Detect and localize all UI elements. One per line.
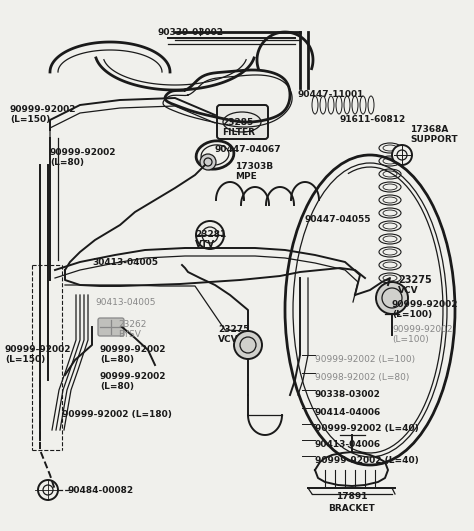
Text: 90999-92002: 90999-92002 <box>100 345 166 354</box>
Text: VTV: VTV <box>195 240 215 249</box>
Text: 90447-04055: 90447-04055 <box>305 215 372 224</box>
Text: 90447-04067: 90447-04067 <box>215 145 282 154</box>
Text: 23281: 23281 <box>195 230 226 239</box>
Text: 90999-92002: 90999-92002 <box>100 372 166 381</box>
Circle shape <box>376 282 408 314</box>
Text: (L=80): (L=80) <box>100 382 134 391</box>
Text: 23262: 23262 <box>118 320 146 329</box>
Text: 90998-92002 (L=80): 90998-92002 (L=80) <box>315 373 410 382</box>
Circle shape <box>38 480 58 500</box>
FancyBboxPatch shape <box>98 318 124 336</box>
Text: (L=80): (L=80) <box>50 158 84 167</box>
Text: 90999-92002 (L=40): 90999-92002 (L=40) <box>315 456 419 465</box>
Circle shape <box>392 145 412 165</box>
Text: (L=80): (L=80) <box>100 355 134 364</box>
Circle shape <box>200 154 216 170</box>
FancyBboxPatch shape <box>217 105 268 139</box>
Text: 90999-92002: 90999-92002 <box>392 300 458 309</box>
Text: 90999-92002: 90999-92002 <box>10 105 76 114</box>
Text: 90414-04006: 90414-04006 <box>315 408 381 417</box>
Text: 90484-00082: 90484-00082 <box>68 486 134 495</box>
Circle shape <box>234 331 262 359</box>
Text: 90999-92002 (L=100): 90999-92002 (L=100) <box>315 355 415 364</box>
Text: 23275: 23275 <box>218 325 249 334</box>
Text: 90413-04005: 90413-04005 <box>95 298 155 307</box>
Text: 90999-92002 (L=180): 90999-92002 (L=180) <box>62 410 172 419</box>
Text: 90447-11001: 90447-11001 <box>298 90 365 99</box>
Text: (L=100): (L=100) <box>392 310 432 319</box>
Text: MPE: MPE <box>235 172 257 181</box>
Text: 90999-92002: 90999-92002 <box>50 148 117 157</box>
Text: 17303B: 17303B <box>235 162 273 171</box>
Text: SUPPORT: SUPPORT <box>410 135 457 144</box>
Text: 23285: 23285 <box>222 118 253 127</box>
Text: (L=100): (L=100) <box>392 335 429 344</box>
Text: (L=150): (L=150) <box>10 115 50 124</box>
Text: VCV: VCV <box>218 335 238 344</box>
Text: 90999-92002 (L=40): 90999-92002 (L=40) <box>315 424 419 433</box>
Circle shape <box>196 221 224 249</box>
Text: VCV: VCV <box>398 286 419 295</box>
Text: 90338-03002: 90338-03002 <box>315 390 381 399</box>
Text: 17891: 17891 <box>336 492 368 501</box>
Text: FILTER: FILTER <box>222 128 255 137</box>
Text: 23275: 23275 <box>398 275 432 285</box>
Text: 90339-03002: 90339-03002 <box>158 28 224 37</box>
Text: 17368A: 17368A <box>410 125 448 134</box>
Text: 30413-04005: 30413-04005 <box>92 258 158 267</box>
Text: 91611-60812: 91611-60812 <box>340 115 406 124</box>
Text: BYSV: BYSV <box>118 330 141 339</box>
Text: (L=150): (L=150) <box>5 355 45 364</box>
Text: BRACKET: BRACKET <box>328 504 375 513</box>
Text: 90999-92002: 90999-92002 <box>5 345 72 354</box>
Text: 90413-04006: 90413-04006 <box>315 440 381 449</box>
Text: 90999-92002: 90999-92002 <box>392 325 453 334</box>
